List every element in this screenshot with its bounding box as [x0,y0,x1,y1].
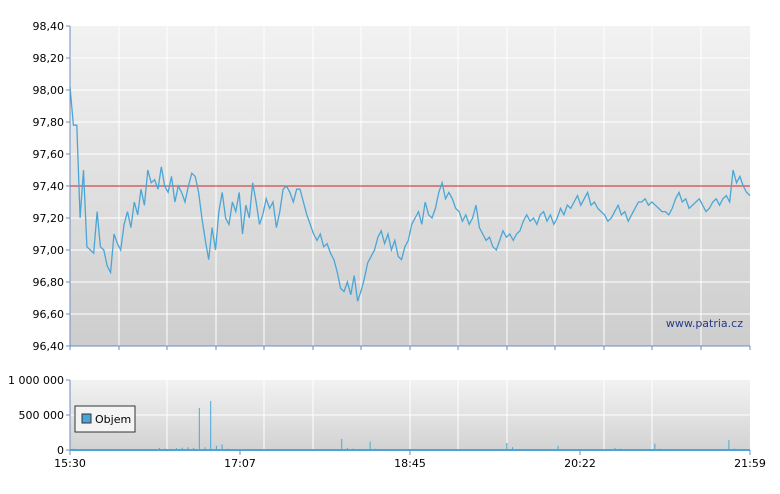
price-y-tick-label: 98,20 [33,52,65,65]
price-y-tick-label: 98,40 [33,20,65,33]
price-y-tick-label: 96,60 [33,308,65,321]
legend-swatch [81,413,92,424]
price-y-axis: 98,40 98,20 98,00 97,80 97,60 97,40 97,20 97,00… [33,20,70,353]
price-y-tick-label: 96,40 [33,340,65,353]
volume-grid [70,380,750,450]
price-y-tick-label: 97,00 [33,244,65,257]
watermark-text: www.patria.cz [666,317,743,330]
volume-x-tick-label: 17:07 [224,457,256,470]
volume-legend: Objem [74,405,136,433]
price-y-tick-label: 97,80 [33,116,65,129]
price-y-tick-label: 96,80 [33,276,65,289]
volume-y-tick-label: 0 [57,444,64,457]
volume-y-tick-label: 500 000 [19,409,65,422]
price-y-tick-label: 98,00 [33,84,65,97]
volume-x-tick-label: 21:59 [734,457,766,470]
price-x-ticks [69,346,751,350]
price-y-tick-label: 97,60 [33,148,65,161]
price-y-tick-label: 97,40 [33,180,65,193]
price-y-tick-label: 97,20 [33,212,65,225]
volume-y-axis: 1 000 000 500 000 0 [8,374,70,457]
legend-label: Objem [95,413,131,426]
volume-x-tick-label: 20:22 [564,457,596,470]
volume-x-tick-label: 15:30 [54,457,86,470]
volume-y-tick-label: 1 000 000 [8,374,64,387]
volume-x-tick-label: 18:45 [394,457,426,470]
volume-x-axis: 15:30 17:07 18:45 20:22 21:59 [54,450,766,470]
price-series-line [69,86,751,302]
